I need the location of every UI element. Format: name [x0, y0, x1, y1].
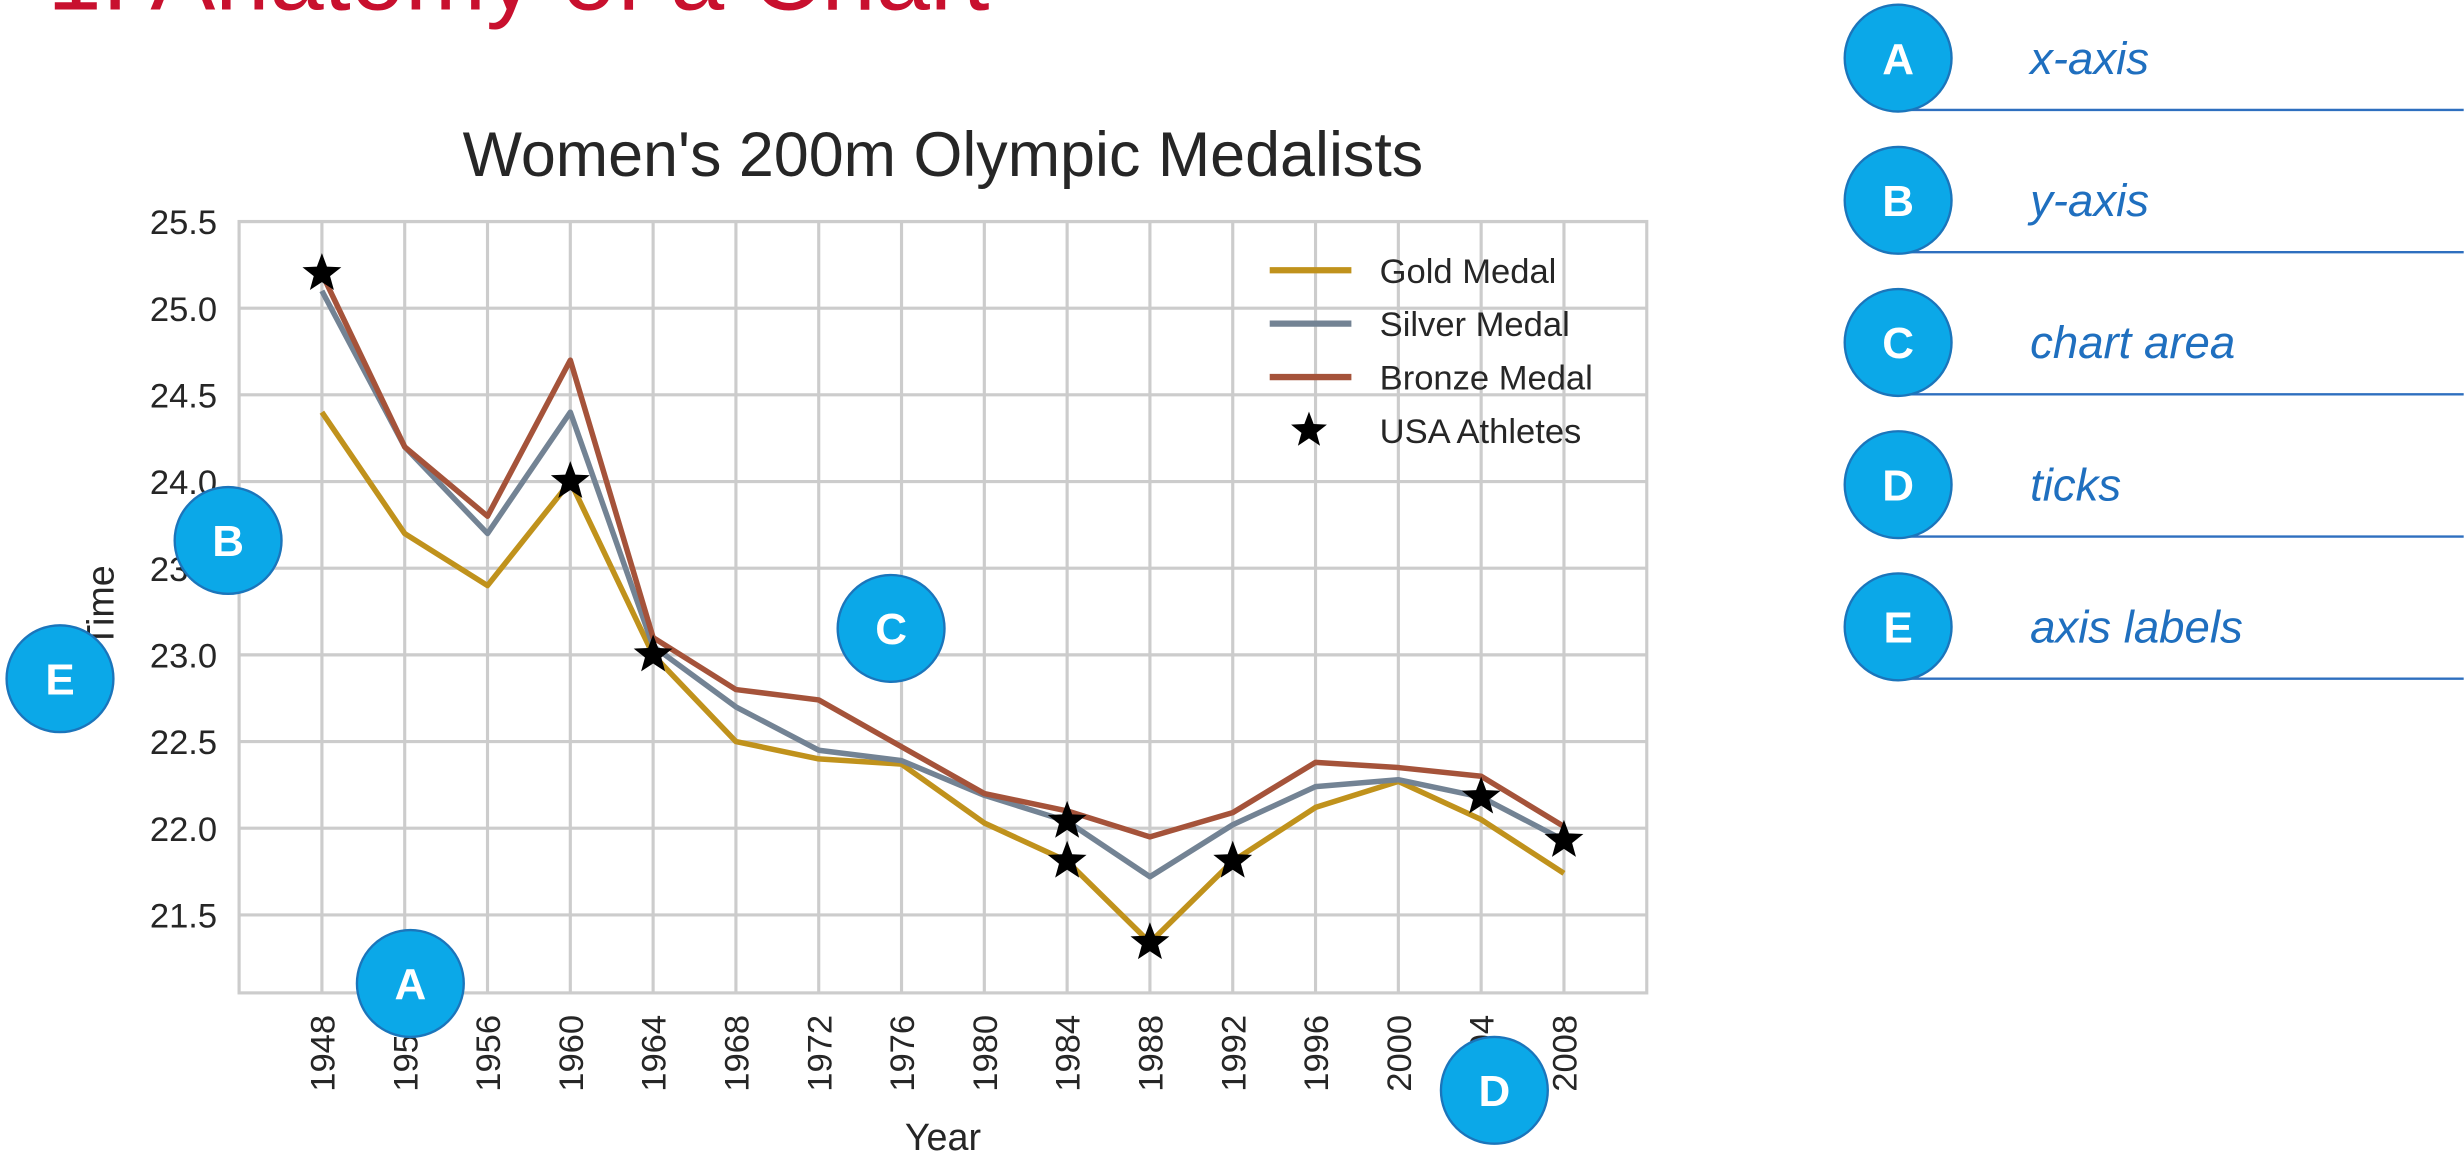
plot-area — [237, 219, 1649, 995]
usa-marker — [1213, 840, 1253, 878]
legend-label: Bronze Medal — [1380, 360, 1593, 398]
callout-text: x-axis — [2028, 33, 2149, 84]
callout-circle — [1843, 287, 1953, 398]
x-tick-label: 1988 — [1133, 1015, 1171, 1092]
callout-circle — [1439, 1035, 1549, 1145]
callout-text: ticks — [2030, 459, 2121, 510]
usa-marker — [1461, 776, 1501, 814]
x-tick-label: 1948 — [304, 1015, 342, 1092]
legend-label: USA Athletes — [1380, 413, 1582, 451]
callout-circle — [355, 928, 465, 1039]
usa-marker — [302, 253, 342, 291]
callout-text: axis labels — [2030, 602, 2243, 653]
y-tick-label: 22.5 — [150, 724, 217, 762]
chart-title: Women's 200m Olympic Medalists — [463, 120, 1424, 190]
y-tick-label: 24.5 — [150, 377, 217, 415]
callout-circle — [1843, 145, 1953, 255]
x-tick-label: 1980 — [967, 1015, 1005, 1092]
x-tick-label: 1960 — [553, 1015, 591, 1092]
x-tick-label: 1996 — [1298, 1015, 1336, 1092]
callout-circle — [1843, 572, 1953, 682]
usa-marker — [1130, 922, 1170, 960]
line-series — [319, 410, 1566, 946]
usa-marker — [1047, 840, 1087, 878]
y-tick-label: 21.5 — [150, 897, 217, 935]
callout-circle — [1843, 430, 1953, 540]
usa-marker — [1544, 819, 1584, 857]
callout-text: chart area — [2030, 317, 2235, 368]
line-series — [319, 272, 1566, 840]
slide-title: 1. Anatomy of a Chart — [47, 0, 989, 30]
usa-marker — [633, 634, 673, 672]
x-axis-label: Year — [905, 1116, 981, 1158]
x-tick-label: 1972 — [801, 1015, 839, 1092]
callout-circle — [836, 573, 946, 684]
callout-circle — [173, 485, 283, 596]
callout-letter: B — [212, 517, 244, 566]
x-tick-label: 1964 — [636, 1015, 674, 1092]
y-tick-label: 25.5 — [150, 204, 217, 242]
usa-marker — [1047, 800, 1087, 838]
y-tick-label: 23.0 — [150, 637, 217, 675]
callout-letter: D — [1882, 461, 1914, 510]
callout-letter: A — [394, 960, 426, 1009]
line-series — [319, 289, 1566, 880]
callout-letter: A — [1882, 35, 1914, 84]
legend-swatch — [1291, 411, 1327, 446]
callout-text: y-axis — [2027, 175, 2149, 226]
x-tick-label: 2000 — [1381, 1015, 1419, 1092]
y-tick-label: 25.0 — [150, 291, 217, 329]
x-tick-label: 1956 — [470, 1015, 508, 1092]
callout-letter: D — [1478, 1067, 1510, 1116]
legend-label: Gold Medal — [1380, 253, 1557, 291]
callout-letter: B — [1882, 177, 1914, 226]
x-tick-label: 1976 — [884, 1015, 922, 1092]
legend-label: Silver Medal — [1380, 306, 1570, 344]
callout-circle — [5, 624, 115, 734]
callout-letter: E — [1883, 604, 1912, 653]
callout-letter: C — [875, 605, 907, 654]
x-tick-label: 1992 — [1215, 1015, 1253, 1092]
callout-letter: E — [45, 655, 74, 704]
x-tick-label: 2008 — [1547, 1015, 1585, 1092]
callout-letter: C — [1882, 319, 1914, 368]
usa-marker — [550, 461, 590, 499]
callout-circle — [1843, 3, 1953, 113]
x-tick-label: 1984 — [1050, 1015, 1088, 1092]
y-tick-label: 22.0 — [150, 811, 217, 849]
x-tick-label: 1968 — [718, 1015, 756, 1092]
